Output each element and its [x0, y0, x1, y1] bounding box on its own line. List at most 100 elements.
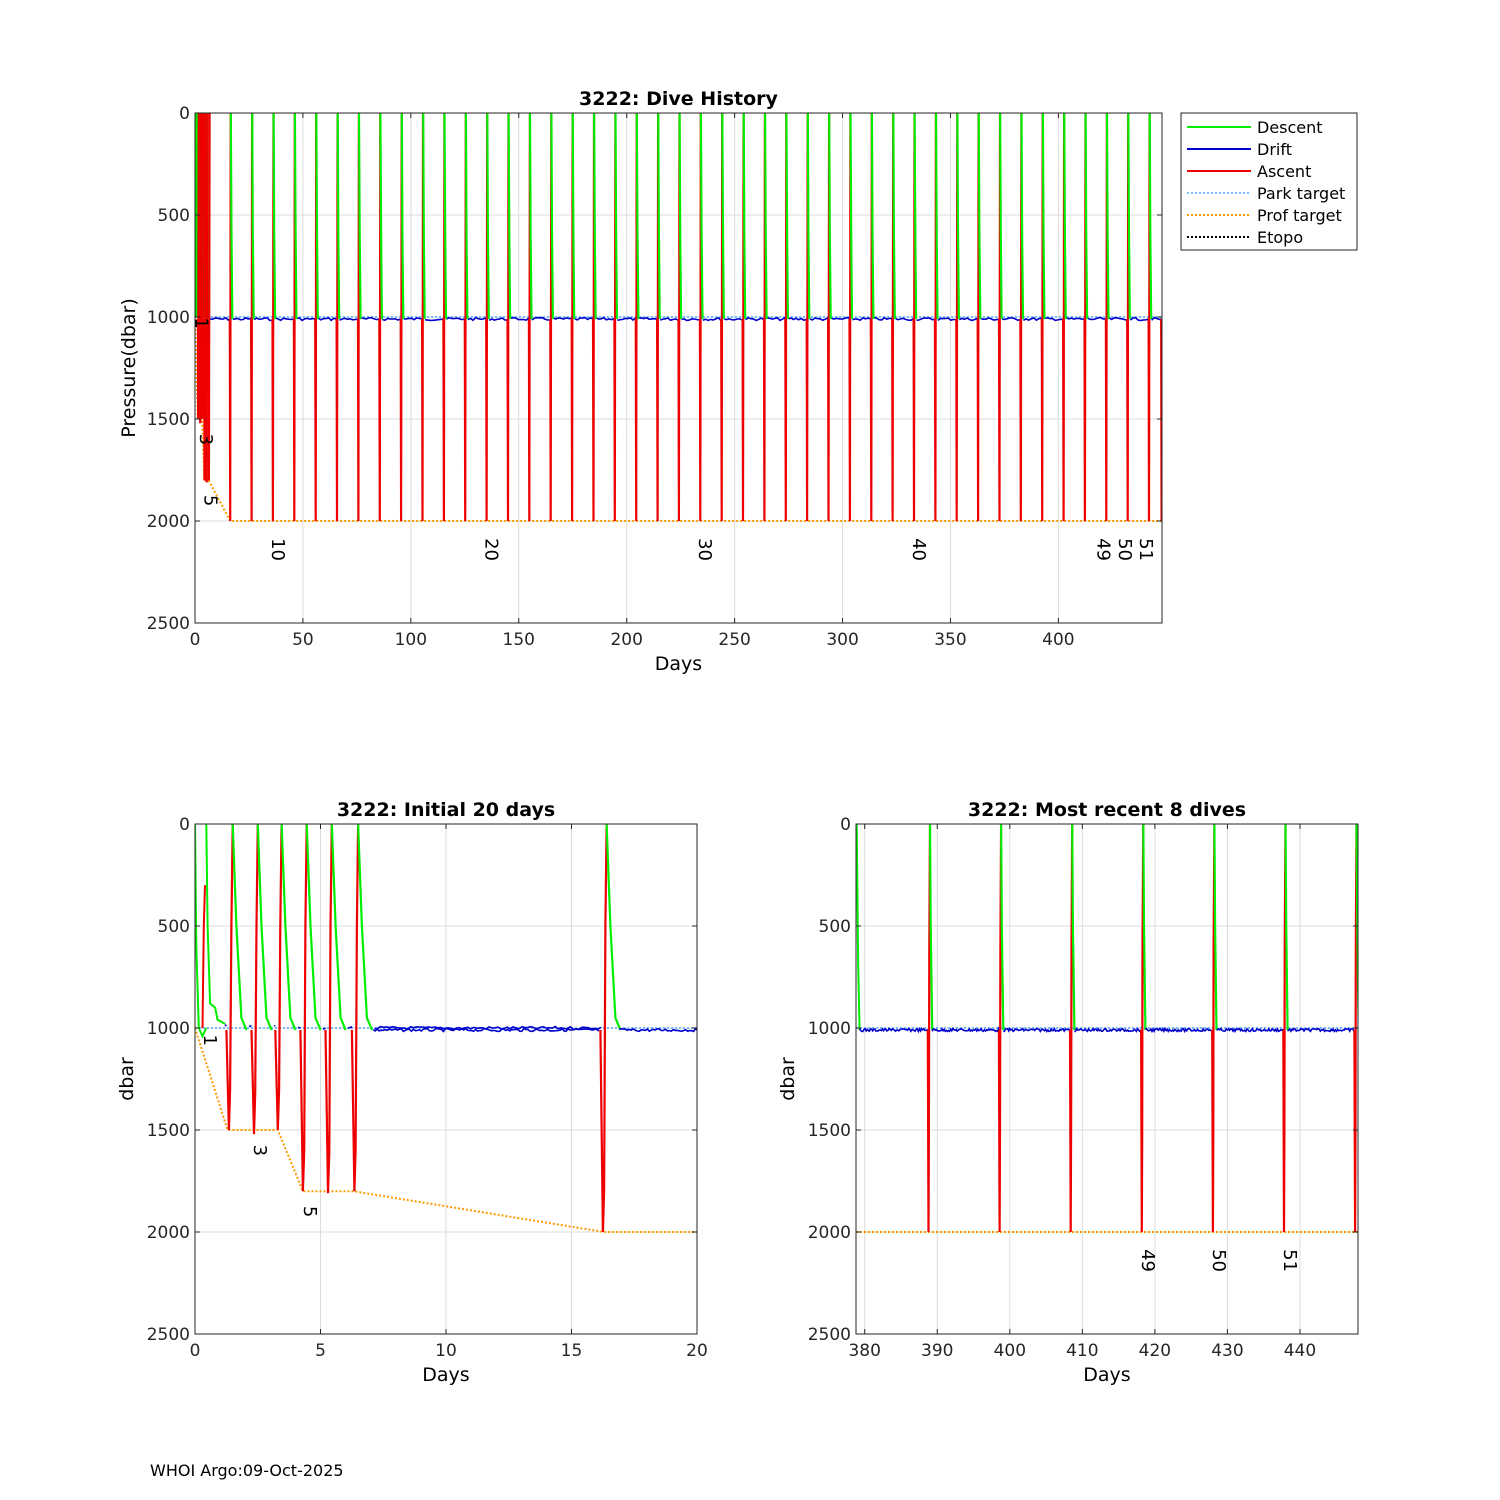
drift-segment [619, 1027, 697, 1033]
cycle-number-label: 30 [694, 538, 715, 561]
cycle-number-label: 50 [1208, 1249, 1229, 1272]
descent-profile [856, 824, 861, 1031]
drift-segment [297, 1026, 301, 1029]
drift-segment [1151, 316, 1162, 321]
drift-segment [574, 316, 594, 321]
drift-segment [1145, 1026, 1213, 1034]
y-tick-label: 2000 [147, 512, 190, 532]
history-plot-area: 1 3 5 10 20 30 40 49 50 51 [191, 113, 1162, 561]
drift-segment [858, 1026, 929, 1034]
drift-segment [553, 316, 573, 320]
drift-segment [1023, 316, 1043, 322]
drift-segment [702, 316, 722, 323]
drift-segment [253, 316, 274, 322]
y-tick-label: 1000 [147, 1019, 190, 1039]
drift-segment [894, 317, 915, 322]
ascent-profile [599, 824, 608, 1233]
descent-profile [528, 113, 533, 320]
recent-y-label: dbar [777, 1057, 799, 1101]
y-tick-label: 1500 [147, 1121, 190, 1141]
x-tick-label: 15 [561, 1341, 583, 1361]
descent-profile [999, 113, 1003, 320]
descent-profile [229, 113, 234, 320]
descent-profile [635, 113, 640, 320]
cycle-number-label: 5 [299, 1206, 320, 1217]
descent-profile [742, 113, 747, 320]
descent-profile [870, 113, 875, 320]
legend-label: Ascent [1257, 162, 1311, 181]
drift-segment [382, 317, 401, 322]
initial-plot-area: 1 3 5 [195, 824, 697, 1233]
x-tick-label: 410 [1066, 1341, 1098, 1361]
descent-profile [956, 113, 960, 320]
drift-segment [296, 317, 316, 322]
history-ticks: 0 50 100 150 200 250 300 350 4000500100015002000… [147, 104, 1162, 650]
x-tick-label: 5 [315, 1341, 326, 1361]
descent-profile [571, 113, 576, 320]
descent-profile [443, 113, 448, 320]
y-tick-label: 1000 [147, 308, 190, 328]
x-tick-label: 150 [503, 630, 535, 650]
x-tick-label: 390 [921, 1341, 953, 1361]
descent-profile [1020, 113, 1025, 320]
history-y-label: Pressure(dbar) [118, 298, 140, 438]
cycle-number-label: 10 [267, 538, 288, 561]
x-tick-label: 200 [610, 630, 642, 650]
y-tick-label: 2500 [147, 614, 190, 634]
cycle-number-label: 3 [249, 1145, 270, 1156]
x-tick-label: 400 [1042, 630, 1074, 650]
drift-segment [446, 316, 465, 321]
descent-profile [934, 113, 939, 320]
cycle-number-label: 51 [1279, 1249, 1300, 1272]
ascent-profile [199, 113, 203, 424]
drift-segment [1074, 1027, 1142, 1033]
legend-box [1180, 112, 1358, 251]
y-tick-label: 0 [840, 815, 851, 835]
y-tick-label: 500 [158, 917, 190, 937]
y-tick-label: 1500 [147, 410, 190, 430]
drift-segment [339, 317, 358, 321]
descent-profile [1127, 113, 1131, 320]
x-tick-label: 440 [1284, 1341, 1316, 1361]
descent-profile [231, 824, 248, 1031]
drift-segment [425, 318, 444, 322]
legend-label: Drift [1257, 140, 1292, 159]
descent-profile [486, 113, 490, 320]
ascent-profile [205, 113, 209, 483]
descent-profile [1284, 824, 1289, 1031]
drift-segment [681, 317, 701, 322]
x-tick-label: 400 [994, 1341, 1026, 1361]
x-tick-label: 100 [395, 630, 427, 650]
descent-profile [721, 113, 725, 320]
y-tick-label: 2000 [147, 1223, 190, 1243]
descent-profile [977, 113, 982, 320]
cycle-number-label: 50 [1114, 538, 1135, 561]
ascent-profile [201, 885, 206, 1029]
cycle-number-label: 49 [1137, 1249, 1158, 1272]
descent-profile [1105, 113, 1110, 320]
descent-profile [1142, 824, 1147, 1031]
ascent-profile [203, 113, 207, 481]
descent-profile [593, 113, 597, 320]
history-title: 3222: Dive History [579, 88, 778, 110]
cycle-number-label: 1 [191, 317, 212, 328]
descent-profile [657, 113, 661, 320]
descent-profile [422, 113, 426, 320]
initial-20-days-panel: 1 3 5 0 5 10 15 20 0 500 1000 1500 2000 2500 3222: I… [116, 799, 708, 1386]
ascent-profile [197, 113, 200, 420]
initial-grid [194, 823, 698, 1335]
drift-segment [1065, 317, 1086, 321]
descent-profile [357, 113, 362, 320]
drift-segment [958, 317, 979, 322]
legend-label: Descent [1257, 118, 1323, 137]
drift-segment [916, 317, 936, 322]
y-tick-label: 1500 [808, 1121, 851, 1141]
y-tick-label: 0 [179, 104, 190, 124]
descent-profile [614, 113, 619, 320]
recent-plot-area: 49 50 51 [856, 824, 1358, 1272]
y-tick-label: 500 [819, 917, 851, 937]
descent-profile [828, 113, 832, 320]
drift-segment [347, 1026, 353, 1030]
descent-profile [336, 113, 341, 320]
